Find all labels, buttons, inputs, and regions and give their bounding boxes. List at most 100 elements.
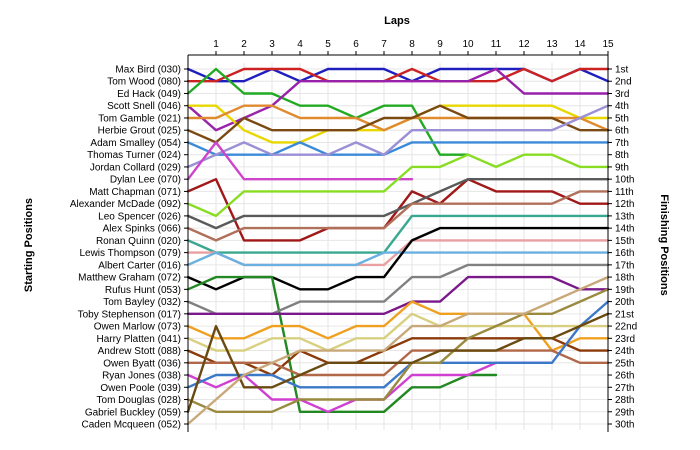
finishing-position-label: 1st [615,65,629,76]
series-line-22 [186,300,610,352]
series-line-17 [186,251,610,267]
finishing-position-label: 12th [615,199,634,210]
finishing-position-label: 8th [615,150,629,161]
starting-position-label: Max Bird (030) [115,65,181,76]
series-line-30 [186,275,610,426]
starting-position-label: Alex Spinks (066) [103,224,181,235]
series-line-10 [186,141,414,181]
finishing-position-label: 21st [615,309,634,320]
finishing-position-label: 16th [615,248,634,259]
chart-title: Laps [384,15,410,27]
series-line-7 [186,104,610,144]
starting-position-label: Rufus Hunt (053) [105,285,181,296]
starting-position-label: Herbie Grout (025) [98,126,181,137]
lap-tick-label: 9 [437,39,443,50]
series-line-28 [186,288,610,413]
starting-position-label: Tom Bayley (032) [103,297,181,308]
starting-position-label: Matthew Graham (072) [78,273,181,284]
series-line-3 [186,67,470,156]
series-line-2 [186,67,610,83]
lap-tick-label: 11 [491,39,502,50]
finishing-position-label: 9th [615,162,629,173]
finishing-position-label: 19th [615,285,634,296]
starting-position-label: Owen Byatt (036) [103,358,181,369]
starting-position-label: Andrew Stott (088) [98,346,181,357]
finishing-position-label: 30th [615,420,634,431]
starting-position-label: Caden Mcqueen (052) [81,420,181,431]
lap-tick-label: 13 [546,39,558,50]
series-line-27 [186,300,610,389]
starting-position-label: Toby Stephenson (017) [78,309,181,320]
series-line-4 [186,67,610,132]
finishing-position-label: 26th [615,371,634,382]
lap-tick-label: 6 [353,39,359,50]
starting-position-label: Ronan Quinn (020) [96,236,181,247]
lap-tick-label: 14 [574,39,586,50]
lap-tick-label: 5 [325,39,331,50]
starting-position-label: Owen Poole (039) [100,383,181,394]
finishing-position-label: 22nd [615,322,637,333]
finishing-position-label: 23rd [615,334,635,345]
starting-position-label: Alexander McDade (092) [70,199,181,210]
starting-position-label: Thomas Turner (024) [87,150,181,161]
lap-tick-label: 10 [462,39,474,50]
finishing-position-label: 4th [615,101,629,112]
finishing-position-label: 7th [615,138,629,149]
starting-position-label: Leo Spencer (026) [98,211,181,222]
finishing-position-label: 14th [615,224,634,235]
finishing-position-label: 29th [615,407,634,418]
finishing-position-label: 17th [615,260,634,271]
starting-position-label: Dylan Lee (070) [110,175,181,186]
series-line-29 [186,312,610,413]
finishing-position-label: 28th [615,395,634,406]
series-line-8 [186,141,610,156]
lap-tick-label: 3 [269,39,275,50]
series-line-12 [186,153,610,218]
lap-tick-label: 15 [602,39,614,50]
finishing-position-label: 3rd [615,89,629,100]
lap-tick-label: 1 [213,39,219,50]
starting-position-label: Lewis Thompson (079) [79,248,181,259]
lap-tick-label: 2 [241,39,247,50]
starting-position-label: Tom Wood (080) [107,77,181,88]
y-axis-label-left: Starting Positions [23,198,35,292]
series-line-15 [186,190,610,242]
starting-position-label: Tom Douglas (028) [97,395,181,406]
lap-tick-label: 12 [518,39,530,50]
series-line-14 [186,214,610,254]
finishing-position-label: 10th [615,175,634,186]
lap-tick-label: 8 [409,39,415,50]
finishing-position-label: 25th [615,358,634,369]
starting-position-label: Owen Marlow (073) [94,322,181,333]
finishing-position-label: 6th [615,126,629,137]
series-line-19 [186,275,498,413]
starting-position-label: Adam Smalley (054) [90,138,181,149]
finishing-position-label: 11th [615,187,634,198]
finishing-position-labels: 1st2nd3rd4th5th6th7th8th9th10th11th12th1… [608,65,637,431]
starting-position-label: Albert Carter (016) [98,260,181,271]
lap-tick-label: 7 [381,39,387,50]
lap-ticks: 1 2 3 4 5 6 7 8 9 10 11 12 13 14 15 [213,39,614,55]
finishing-position-label: 20th [615,297,634,308]
finishing-position-label: 2nd [615,77,632,88]
lap-tick-label: 4 [297,39,303,50]
series-line-21 [186,275,610,315]
starting-position-label: Harry Platten (041) [97,334,181,345]
finishing-position-label: 18th [615,273,634,284]
starting-position-label: Tom Gamble (021) [98,113,181,124]
finishing-position-label: 24th [615,346,634,357]
starting-position-label: Ryan Jones (038) [102,371,181,382]
starting-position-labels: Max Bird (030)Tom Wood (080)Ed Hack (049… [70,65,188,431]
series-line-9 [186,104,610,169]
series-lines [186,67,610,426]
series-line-23 [186,312,610,352]
starting-position-label: Jordan Collard (029) [90,162,181,173]
finishing-position-label: 15th [615,236,634,247]
starting-position-label: Matt Chapman (071) [89,187,181,198]
finishing-position-label: 13th [615,211,634,222]
finishing-position-label: 27th [615,383,634,394]
series-line-13 [186,177,610,230]
starting-position-label: Scott Snell (046) [107,101,181,112]
y-axis-label-right: Finishing Positions [658,194,670,295]
